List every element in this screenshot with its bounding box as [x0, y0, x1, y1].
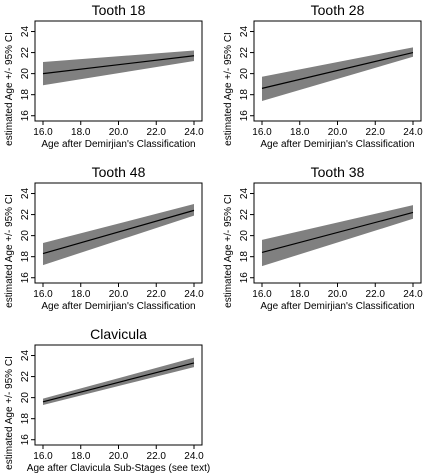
x-tick-label: 18.0 [290, 127, 310, 138]
y-tick-label: 20 [20, 68, 31, 80]
estimate-line [42, 209, 195, 255]
x-tick-label: 24.0 [184, 451, 204, 462]
x-axis-label: Age after Demirjian's Classification [260, 139, 414, 150]
confidence-band [43, 357, 194, 405]
x-tick-label: 16.0 [33, 451, 53, 462]
y-tick-label: 18 [20, 89, 31, 101]
y-tick-label: 24 [20, 26, 31, 38]
estimate-line [42, 362, 195, 403]
estimate-line [42, 55, 195, 75]
panel-title: Tooth 28 [311, 2, 365, 18]
x-tick-label: 22.0 [147, 289, 167, 300]
y-tick-label: 24 [20, 350, 31, 362]
y-tick-label: 16 [20, 434, 31, 446]
x-axis-label: Age after Demirjian's Classification [260, 301, 414, 312]
y-tick-label: 18 [20, 251, 31, 263]
y-tick-label: 22 [20, 371, 31, 383]
x-tick-label: 16.0 [252, 127, 272, 138]
x-axis-label: Age after Clavicula Sub-Stages (see text… [27, 463, 210, 473]
panel-title: Tooth 48 [92, 164, 146, 180]
y-tick-label: 20 [20, 230, 31, 242]
y-tick-label: 24 [20, 188, 31, 200]
y-tick-label: 24 [239, 188, 250, 200]
x-tick-label: 22.0 [147, 127, 167, 138]
y-axis-label: estimated Age +/- 95% CI [223, 32, 234, 146]
estimate-line [261, 211, 414, 254]
x-axis-label: Age after Demirjian's Classification [41, 139, 195, 150]
x-tick-label: 16.0 [33, 127, 53, 138]
y-tick-label: 16 [239, 110, 250, 122]
y-tick-label: 22 [20, 209, 31, 221]
estimate-line [261, 51, 414, 89]
x-tick-label: 22.0 [366, 127, 386, 138]
x-tick-label: 22.0 [147, 451, 167, 462]
x-tick-label: 18.0 [71, 289, 91, 300]
y-axis-label: estimated Age +/- 95% CI [4, 194, 15, 308]
panel-tooth-18: Tooth 18 16.0 18.0 20.0 22.0 24.0 16 18 20 22 24 Ag… [4, 2, 204, 150]
x-tick-label: 18.0 [290, 289, 310, 300]
y-tick-label: 22 [239, 47, 250, 59]
panel-tooth-38: Tooth 38 16.0 18.0 20.0 22.0 24.0 16 18 20 22 24 Ag… [223, 164, 423, 312]
y-tick-label: 16 [239, 272, 250, 284]
x-tick-label: 24.0 [184, 127, 204, 138]
x-tick-label: 20.0 [109, 289, 129, 300]
y-tick-label: 18 [239, 251, 250, 263]
panel-tooth-28: Tooth 28 16.0 18.0 20.0 22.0 24.0 16 18 20 22 24 Ag… [223, 2, 423, 150]
y-axis-label: estimated Age +/- 95% CI [4, 356, 15, 470]
x-tick-label: 18.0 [71, 451, 91, 462]
x-tick-label: 20.0 [328, 289, 348, 300]
y-tick-label: 22 [239, 209, 250, 221]
x-tick-label: 24.0 [184, 289, 204, 300]
y-tick-label: 18 [239, 89, 250, 101]
panel-tooth-48: Tooth 48 16.0 18.0 20.0 22.0 24.0 16 18 20 22 24 Ag… [4, 164, 204, 312]
x-tick-label: 16.0 [252, 289, 272, 300]
y-tick-label: 18 [20, 413, 31, 425]
x-axis-label: Age after Demirjian's Classification [41, 301, 195, 312]
y-tick-label: 16 [20, 272, 31, 284]
panel-clavicula: Clavicula 16.0 18.0 20.0 22.0 24.0 16 18 20 22 24 A… [4, 326, 210, 473]
x-tick-label: 24.0 [403, 127, 423, 138]
y-tick-label: 16 [20, 110, 31, 122]
y-tick-label: 22 [20, 47, 31, 59]
y-tick-label: 20 [239, 230, 250, 242]
x-tick-label: 20.0 [328, 127, 348, 138]
y-axis-label: estimated Age +/- 95% CI [4, 32, 15, 146]
x-tick-label: 20.0 [109, 127, 129, 138]
y-tick-label: 24 [239, 26, 250, 38]
x-tick-label: 18.0 [71, 127, 91, 138]
confidence-band [262, 47, 413, 101]
y-tick-label: 20 [20, 392, 31, 404]
panel-title: Tooth 38 [311, 164, 365, 180]
confidence-band [43, 50, 194, 86]
y-axis-label: estimated Age +/- 95% CI [223, 194, 234, 308]
confidence-band [262, 205, 413, 267]
x-tick-label: 24.0 [403, 289, 423, 300]
x-tick-label: 20.0 [109, 451, 129, 462]
panel-title: Clavicula [90, 326, 147, 342]
confidence-band [43, 204, 194, 266]
panel-title: Tooth 18 [92, 2, 146, 18]
x-tick-label: 16.0 [33, 289, 53, 300]
y-tick-label: 20 [239, 68, 250, 80]
x-tick-label: 22.0 [366, 289, 386, 300]
